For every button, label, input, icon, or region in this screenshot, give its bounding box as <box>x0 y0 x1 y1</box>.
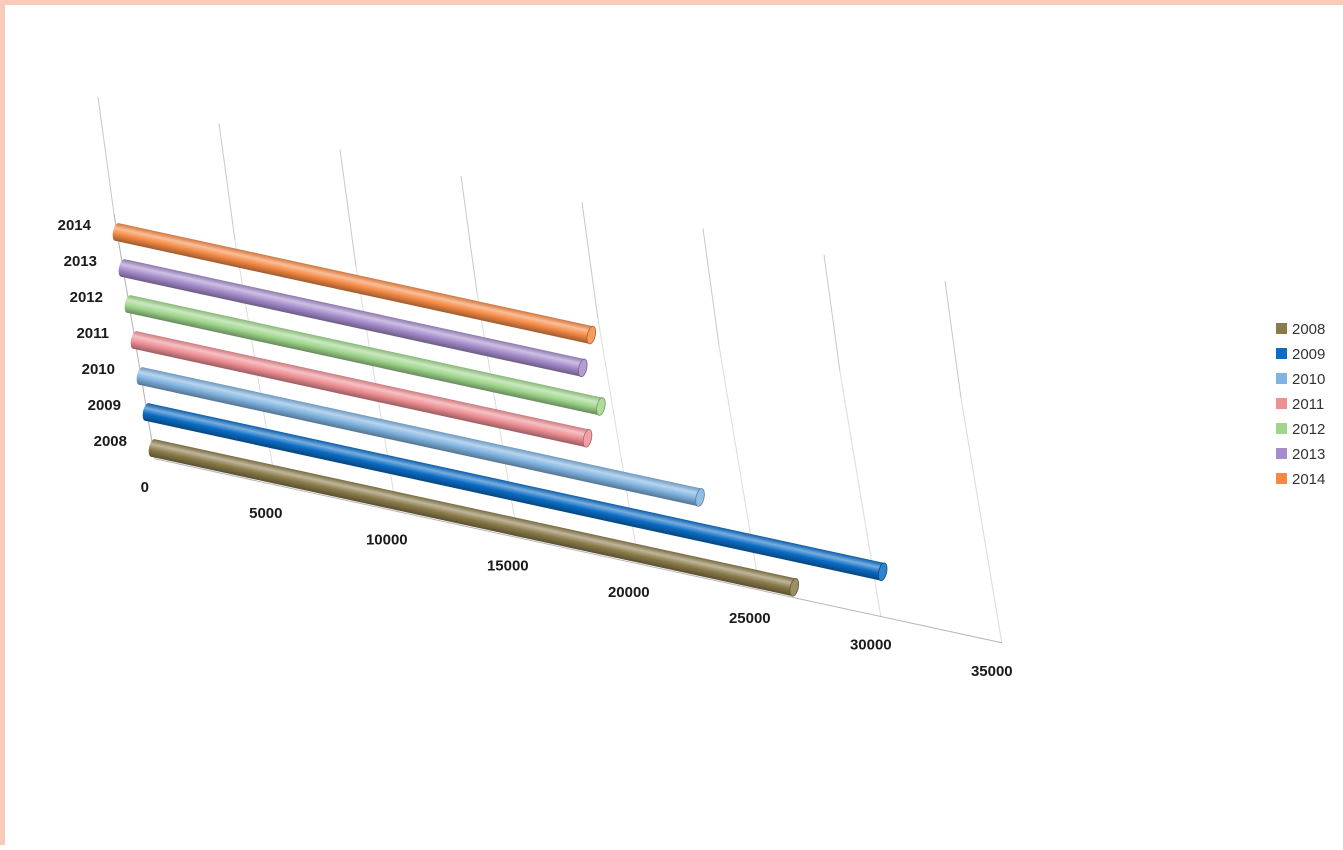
grid-line <box>702 228 720 346</box>
bar-start-cap <box>118 259 128 277</box>
legend-swatch <box>1276 398 1287 409</box>
y-tick-label: 2011 <box>76 325 109 342</box>
legend-label: 2008 <box>1292 321 1325 338</box>
bar-2010 <box>136 367 705 507</box>
legend-item-2008: 2008 <box>1276 321 1325 338</box>
grid-line <box>339 149 357 267</box>
grid-line <box>97 96 115 215</box>
legend-item-2014: 2014 <box>1276 471 1325 488</box>
x-tick-label: 20000 <box>608 584 650 601</box>
legend-label: 2012 <box>1292 421 1325 438</box>
bar-body <box>121 259 585 377</box>
bar-chart: 0 5000 10000 15000 20000 25000 30000 35000 2008… <box>58 96 1325 680</box>
legend-item-2010: 2010 <box>1276 371 1325 388</box>
bar-start-cap <box>148 439 158 457</box>
bar-body <box>133 331 590 448</box>
bar-2008 <box>148 439 800 597</box>
legend: 2008 2009 2010 2011 2012 2013 2014 <box>1276 321 1325 488</box>
y-tick-label: 2012 <box>70 289 103 306</box>
bar-end-cap <box>789 578 800 597</box>
legend-item-2009: 2009 <box>1276 346 1325 363</box>
x-tick-label: 25000 <box>729 610 771 627</box>
bar-end-cap <box>578 358 588 378</box>
bar-start-cap <box>130 331 140 349</box>
floor-grid-line <box>718 345 761 591</box>
legend-swatch <box>1276 323 1287 334</box>
y-axis-tick-labels: 2008 2009 2010 2011 2012 2013 2014 <box>58 217 127 450</box>
bar-end-cap <box>596 397 606 416</box>
bars <box>112 223 888 597</box>
floor-grid-line <box>597 319 640 565</box>
bar-start-cap <box>136 367 146 385</box>
bar-start-cap <box>112 223 122 241</box>
bar-body <box>151 439 797 597</box>
legend-item-2012: 2012 <box>1276 421 1325 438</box>
floor-grid-line <box>839 371 882 617</box>
y-tick-label: 2010 <box>82 361 115 378</box>
x-tick-label: 15000 <box>487 558 529 575</box>
y-tick-label: 2014 <box>58 217 92 234</box>
legend-label: 2013 <box>1292 446 1325 463</box>
grid-line <box>581 202 599 320</box>
y-tick-label: 2013 <box>64 253 97 270</box>
bar-start-cap <box>124 295 134 313</box>
grid-line <box>460 175 478 293</box>
x-tick-label: 5000 <box>249 505 282 522</box>
legend-item-2011: 2011 <box>1276 396 1324 413</box>
legend-item-2013: 2013 <box>1276 446 1325 463</box>
x-tick-label: 0 <box>141 479 149 496</box>
bar-body <box>139 367 702 507</box>
legend-swatch <box>1276 373 1287 384</box>
bar-2011 <box>130 331 593 448</box>
bar-start-cap <box>142 403 152 421</box>
bar-end-cap <box>877 562 888 582</box>
bar-2014 <box>112 223 597 345</box>
floor-grid-line <box>960 397 1003 643</box>
bar-end-cap <box>582 429 593 448</box>
bar-body <box>145 403 885 581</box>
bar-body <box>127 295 603 416</box>
value-axis-line <box>154 458 1002 644</box>
x-tick-label: 10000 <box>366 531 408 548</box>
legend-label: 2009 <box>1292 346 1325 363</box>
x-tick-label: 30000 <box>850 637 892 654</box>
legend-label: 2014 <box>1292 471 1325 488</box>
bar-end-cap <box>586 325 597 345</box>
legend-swatch <box>1276 348 1287 359</box>
bar-body <box>115 223 594 344</box>
legend-swatch <box>1276 423 1287 434</box>
legend-swatch <box>1276 448 1287 459</box>
y-tick-label: 2008 <box>94 433 127 450</box>
bar-2012 <box>124 295 606 416</box>
grid-line <box>823 254 841 372</box>
legend-label: 2011 <box>1292 396 1324 413</box>
x-tick-label: 35000 <box>971 663 1013 680</box>
bar-end-cap <box>695 488 705 507</box>
x-axis-tick-labels: 0 5000 10000 15000 20000 25000 30000 35000 <box>141 479 1013 680</box>
legend-swatch <box>1276 473 1287 484</box>
grid-line <box>944 280 962 399</box>
bar-2013 <box>118 259 588 378</box>
legend-label: 2010 <box>1292 371 1325 388</box>
y-tick-label: 2009 <box>88 397 121 414</box>
grid-line <box>218 123 236 241</box>
bar-2009 <box>142 403 888 582</box>
